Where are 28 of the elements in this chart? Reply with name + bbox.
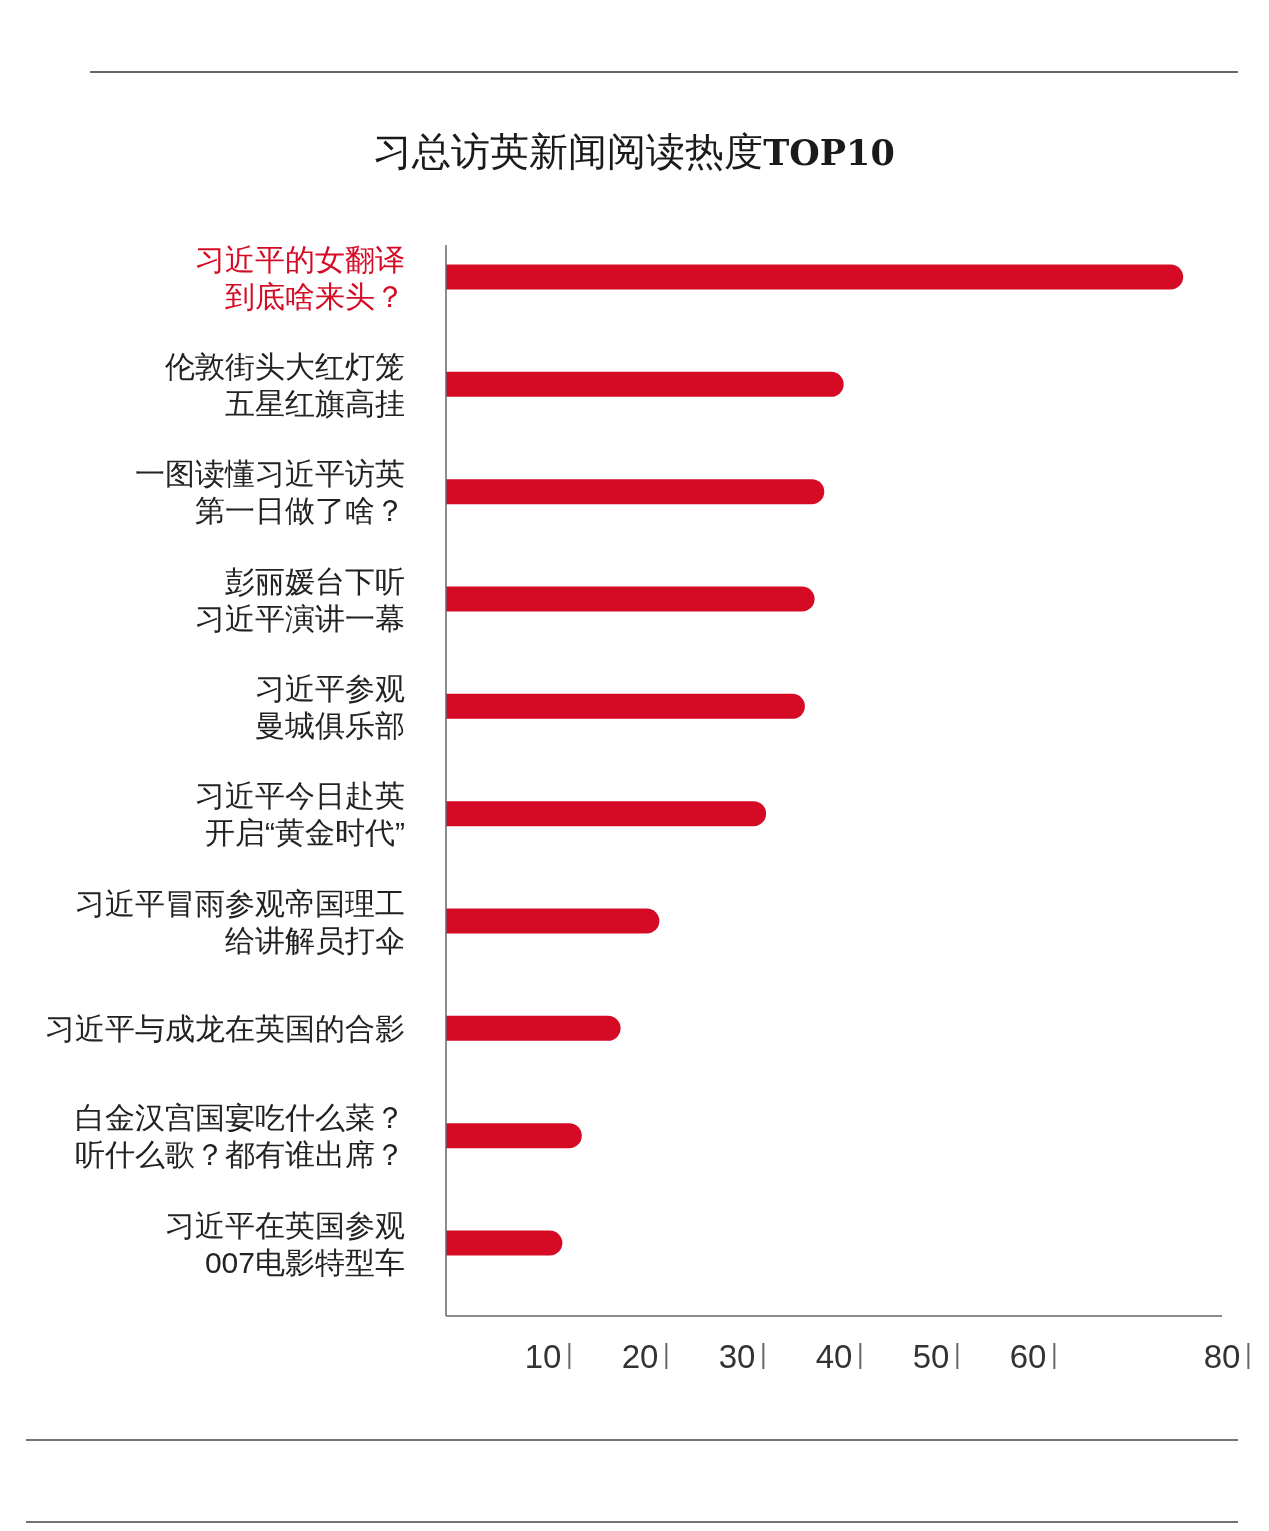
y-tick-label: 白金汉宫国宴吃什么菜？听什么歌？都有谁出席？ — [75, 1100, 405, 1171]
x-tick-label: 50 — [912, 1338, 950, 1375]
y-tick-label: 习近平在英国参观007电影特型车 — [165, 1208, 405, 1278]
y-tick-label: 一图读懂习近平访英第一日做了啥？ — [135, 456, 405, 527]
x-tick-label: 30 — [718, 1338, 756, 1375]
bar — [446, 371, 844, 397]
bar — [446, 693, 805, 719]
y-tick-label: 彭丽媛台下听习近平演讲一幕 — [195, 564, 405, 634]
y-tick-label: 习近平的女翻译到底啥来头？ — [195, 242, 405, 312]
bar — [446, 801, 767, 827]
x-tick-label: 60 — [1009, 1338, 1047, 1375]
bar — [446, 1230, 563, 1256]
bar — [446, 586, 815, 612]
x-tick-label: 20 — [621, 1338, 659, 1375]
chart-title: 习总访英新闻阅读热度TOP10 — [373, 130, 895, 173]
bar — [446, 908, 660, 934]
bar — [446, 264, 1184, 290]
bar — [446, 479, 825, 505]
x-tick-label: 10 — [524, 1338, 562, 1375]
y-tick-label: 习近平参观曼城俱乐部 — [255, 671, 405, 742]
y-tick-label: 伦敦街头大红灯笼五星红旗高挂 — [165, 349, 405, 420]
bar — [446, 1015, 621, 1041]
x-tick-label: 40 — [815, 1338, 853, 1375]
bar — [446, 1123, 582, 1149]
y-tick-label: 习近平今日赴英开启“黄金时代” — [195, 778, 405, 849]
x-tick-label: 80 — [1203, 1338, 1241, 1375]
y-tick-label: 习近平冒雨参观帝国理工给讲解员打伞 — [75, 886, 405, 956]
y-tick-label: 习近平与成龙在英国的合影 — [45, 1011, 405, 1045]
